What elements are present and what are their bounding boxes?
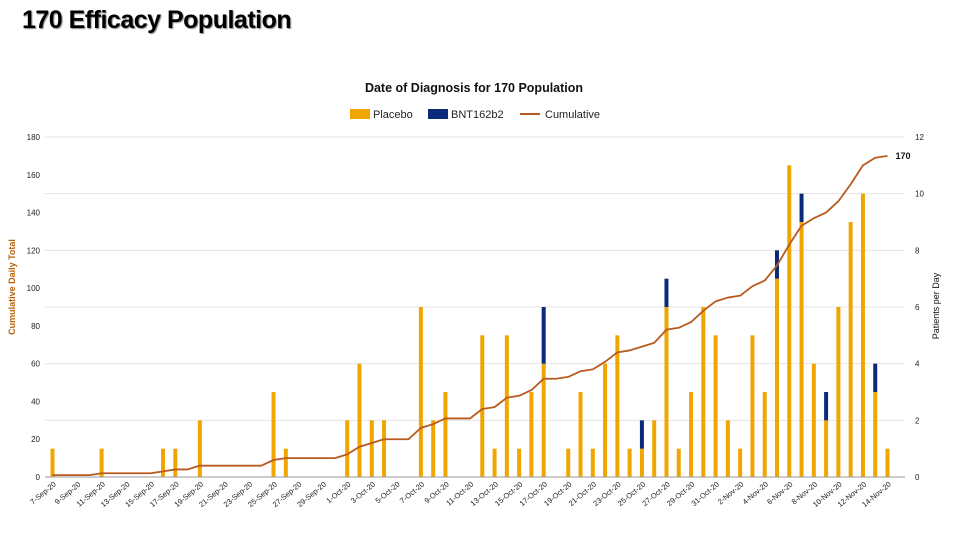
bar-placebo (713, 335, 718, 477)
x-tick-label: 7-Oct-20 (398, 480, 426, 506)
y-tick-left: 80 (31, 322, 40, 331)
legend-label-placebo: Placebo (373, 109, 413, 121)
y-axis-right-label: Patients per Day (931, 272, 941, 339)
bar-bnt162b2 (873, 363, 878, 392)
bar-placebo (517, 448, 522, 477)
bar-placebo (824, 420, 829, 477)
y-tick-right: 0 (915, 473, 920, 482)
slide-title: 170 Efficacy Population (22, 6, 292, 34)
cumulative-line (52, 155, 888, 477)
x-tick-label: 3-Oct-20 (349, 480, 377, 506)
bar-placebo (676, 448, 681, 477)
y-tick-left: 140 (27, 209, 41, 218)
legend-label-cumulative: Cumulative (545, 109, 600, 121)
bar-placebo (99, 448, 104, 477)
y-tick-left: 60 (31, 360, 40, 369)
bar-placebo (664, 307, 669, 477)
bar-placebo (774, 278, 779, 477)
y-tick-right: 8 (915, 246, 920, 255)
x-tick-label: 5-Oct-20 (373, 480, 401, 506)
bar-placebo (615, 335, 620, 477)
bar-placebo (283, 448, 288, 477)
bar-placebo (590, 448, 595, 477)
bar-placebo (885, 448, 890, 477)
y-tick-right: 6 (915, 303, 920, 312)
x-tick-label: 7-Sep-20 (28, 480, 57, 507)
y-tick-left: 100 (27, 284, 41, 293)
cumulative-line-path (52, 155, 888, 477)
y-tick-left: 120 (27, 246, 41, 255)
bar-placebo (443, 392, 448, 477)
x-tick-label: 2-Nov-20 (716, 480, 745, 507)
bar-placebo (603, 363, 608, 477)
bar-placebo (738, 448, 743, 477)
bar-placebo (652, 420, 657, 477)
legend-swatch-placebo (350, 109, 370, 119)
y-tick-left: 40 (31, 397, 40, 406)
bar-bnt162b2 (824, 392, 829, 421)
bar-placebo (369, 420, 374, 477)
legend-swatch-bnt162b2 (428, 109, 448, 119)
bar-placebo (811, 363, 816, 477)
y-tick-right: 12 (915, 133, 924, 142)
y-tick-right: 4 (915, 360, 920, 369)
bar-placebo (492, 448, 497, 477)
bar-placebo (271, 392, 276, 477)
y-axis-left-ticks: 0 20 40 60 80 100 120 140 160 180 (27, 133, 41, 482)
bar-placebo (701, 307, 706, 477)
bar-placebo (787, 165, 792, 478)
y-tick-left: 160 (27, 171, 41, 180)
bars (50, 165, 890, 478)
bar-placebo (431, 420, 436, 477)
bar-placebo (345, 420, 350, 477)
x-tick-label: 31-Oct-20 (690, 480, 721, 508)
y-axis-right-ticks: 0 2 4 6 8 10 12 (915, 133, 924, 482)
bar-placebo (750, 335, 755, 477)
bar-placebo (836, 307, 841, 477)
bar-placebo (541, 363, 546, 477)
bar-bnt162b2 (799, 193, 804, 222)
bar-placebo (860, 193, 865, 477)
bar-placebo (848, 222, 853, 477)
legend-label-bnt162b2: BNT162b2 (451, 109, 504, 121)
bar-bnt162b2 (541, 307, 546, 364)
bar-bnt162b2 (639, 420, 644, 449)
gridlines (45, 136, 905, 421)
bar-placebo (627, 448, 632, 477)
x-axis-ticks: 7-Sep-209-Sep-2011-Sep-2013-Sep-2015-Sep… (28, 480, 892, 509)
y-tick-left: 180 (27, 133, 41, 142)
x-tick-label: 6-Nov-20 (765, 480, 794, 507)
bar-bnt162b2 (664, 278, 669, 307)
bar-placebo (50, 448, 55, 477)
bar-placebo (529, 392, 534, 477)
legend: Placebo BNT162b2 Cumulative (350, 109, 600, 121)
y-tick-right: 10 (915, 190, 924, 199)
bar-placebo (689, 392, 694, 477)
bar-placebo (725, 420, 730, 477)
bar-placebo (161, 448, 166, 477)
bar-placebo (639, 448, 644, 477)
x-tick-label: 4-Nov-20 (741, 480, 770, 507)
bar-placebo (418, 307, 423, 477)
bar-placebo (799, 222, 804, 477)
bar-placebo (504, 335, 509, 477)
chart-title: Date of Diagnosis for 170 Population (365, 81, 583, 95)
x-tick-label: 1-Oct-20 (324, 480, 352, 506)
y-tick-left: 20 (31, 435, 40, 444)
bar-placebo (578, 392, 583, 477)
y-axis-left-label: Cumulative Daily Total (7, 239, 17, 335)
bar-placebo (566, 448, 571, 477)
y-tick-right: 2 (915, 416, 920, 425)
bar-placebo (762, 392, 767, 477)
bar-placebo (197, 420, 202, 477)
cumulative-end-label: 170 (896, 151, 911, 161)
y-tick-left: 0 (36, 473, 41, 482)
bar-placebo (873, 392, 878, 477)
bar-placebo (173, 448, 178, 477)
bar-placebo (480, 335, 485, 477)
bar-placebo (357, 363, 362, 477)
bar-placebo (382, 420, 387, 477)
